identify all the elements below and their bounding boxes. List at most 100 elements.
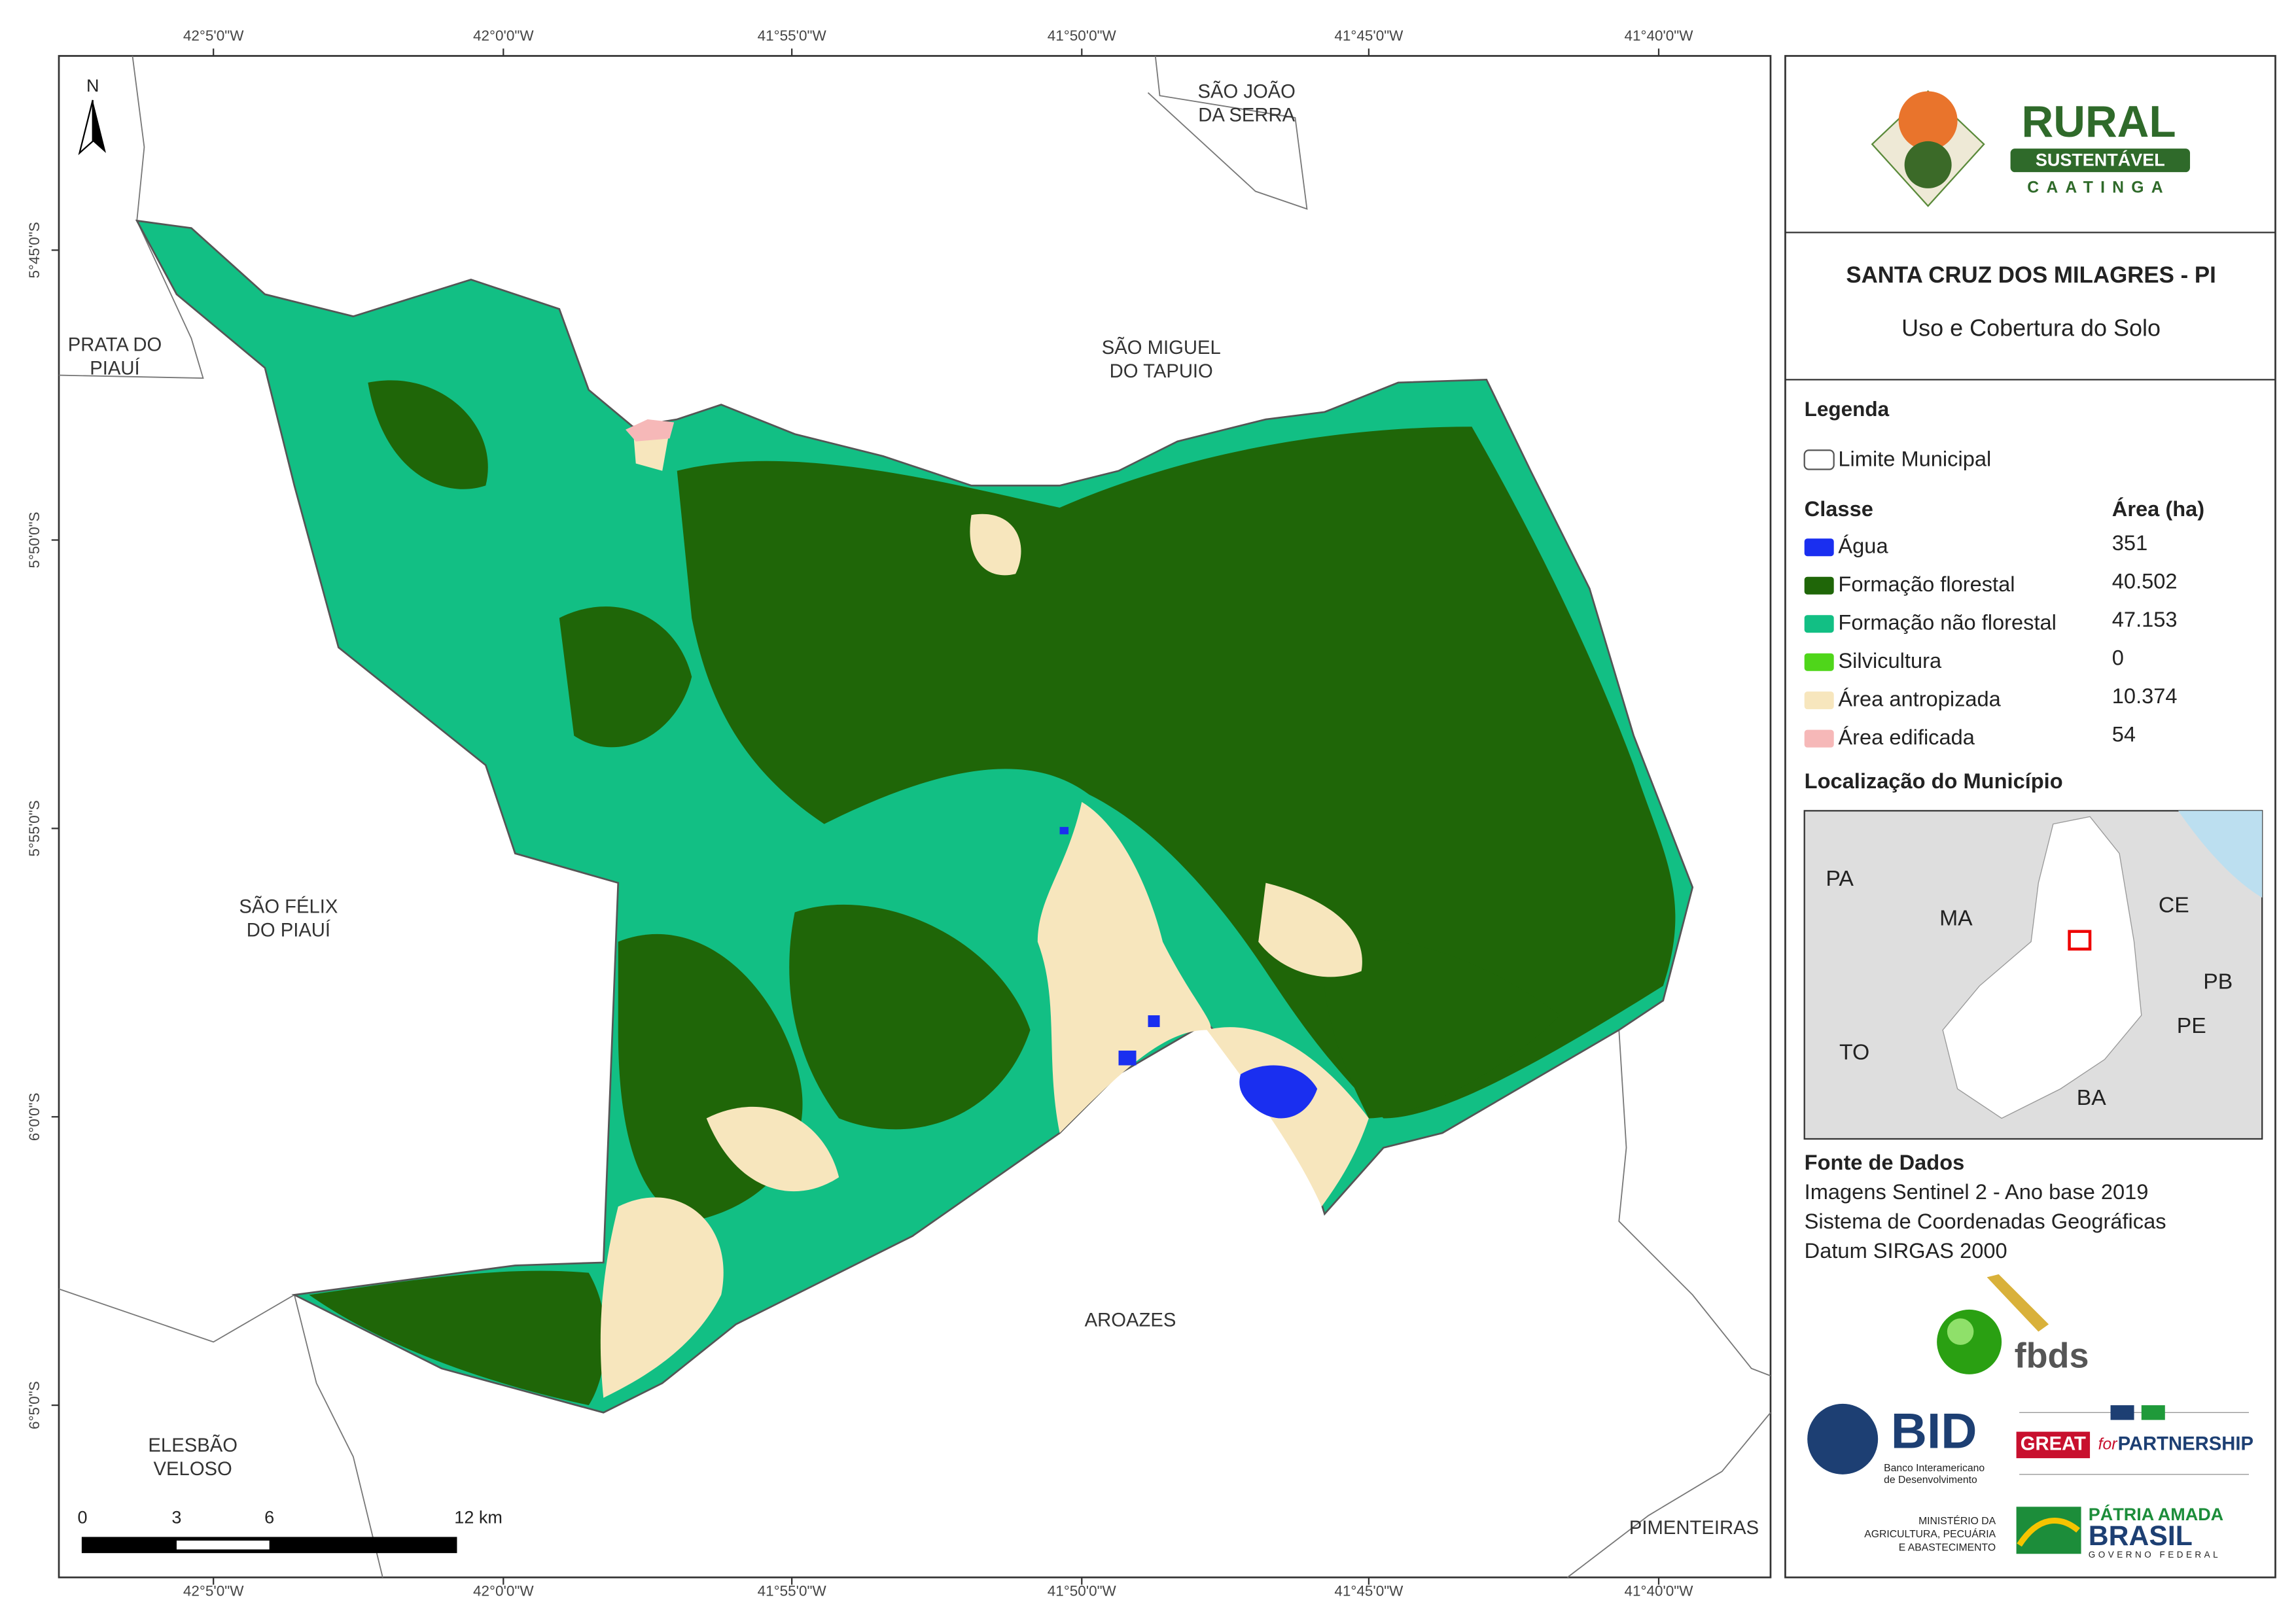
- source-line: Imagens Sentinel 2 - Ano base 2019: [1805, 1179, 2149, 1204]
- place-label: PRATA DO: [68, 334, 162, 355]
- legend-label: Área edificada: [1838, 725, 1975, 749]
- y-coord-label: 5°55'0"S: [26, 800, 43, 856]
- location-label: PA: [1826, 866, 1854, 891]
- legend-area: 54: [2112, 722, 2136, 746]
- graticule-labels: 42°5'0"W 42°5'0"W 42°0'0"W 42°0'0"W 41°55'0"…: [26, 27, 1693, 1599]
- bid-line: de Desenvolvimento: [1884, 1475, 1977, 1486]
- scale-label: 12 km: [454, 1507, 502, 1527]
- panel-subtitle: Uso e Cobertura do Solo: [1901, 314, 2161, 341]
- location-label: CE: [2159, 892, 2189, 917]
- north-arrow: N: [78, 76, 106, 156]
- scale-label: 0: [77, 1507, 87, 1527]
- municipality: [135, 219, 1694, 1414]
- legend-swatch: [1804, 653, 1834, 671]
- x-coord-label: 42°0'0"W: [473, 27, 534, 44]
- x-coord-label: 42°5'0"W: [183, 1583, 244, 1599]
- legend-area: 40.502: [2112, 568, 2178, 593]
- location-label: PE: [2177, 1013, 2206, 1038]
- forest-cover: [309, 380, 1676, 1406]
- north-label: N: [86, 76, 99, 96]
- rural-subtitle: SUSTENTÁVEL: [2036, 149, 2165, 169]
- location-title: Localização do Município: [1805, 769, 2063, 793]
- fbds-logo: fbds: [1937, 1274, 2089, 1375]
- ministry-line: E ABASTECIMENTO: [1899, 1542, 1996, 1553]
- source-line: Datum SIRGAS 2000: [1805, 1238, 2007, 1263]
- legend-area: 351: [2112, 531, 2147, 555]
- bid-text: BID: [1891, 1403, 1977, 1459]
- location-map: PA MA CE PB PE TO BA: [1803, 810, 2263, 1140]
- boundary-swatch: [1803, 449, 1835, 470]
- scale-label: 6: [264, 1507, 274, 1527]
- fbds-text: fbds: [2015, 1336, 2089, 1375]
- ministry-logo: MINISTÉRIO DA AGRICULTURA, PECUÁRIA E AB…: [1864, 1504, 2223, 1560]
- brasil-gov: GOVERNO FEDERAL: [2089, 1550, 2221, 1560]
- scale-label: 3: [171, 1507, 181, 1527]
- area-header: Área (ha): [2112, 497, 2204, 521]
- great-for: for: [2098, 1435, 2119, 1453]
- x-coord-label: 42°5'0"W: [183, 27, 244, 44]
- source-lines: Imagens Sentinel 2 - Ano base 2019 Sistem…: [1805, 1179, 2166, 1263]
- legend: Água 351 Formação florestal 40.502 Formação …: [1804, 531, 2178, 749]
- rural-title: RURAL: [2022, 97, 2176, 147]
- scale-bar: 0 3 6 12 km: [77, 1507, 503, 1554]
- built-up-cover: [625, 419, 675, 442]
- place-label: SÃO JOÃO: [1197, 80, 1295, 102]
- ministry-line: MINISTÉRIO DA: [1918, 1514, 1996, 1527]
- legend-area: 47.153: [2112, 607, 2178, 631]
- x-coord-label: 41°40'0"W: [1625, 1583, 1694, 1599]
- x-coord-label: 41°55'0"W: [758, 27, 827, 44]
- great-partnership: PARTNERSHIP: [2118, 1434, 2253, 1455]
- great-logo: GREAT for PARTNERSHIP: [2016, 1405, 2253, 1475]
- brasil-motto: PÁTRIA AMADA: [2089, 1504, 2223, 1524]
- legend-label: Água: [1838, 533, 1888, 557]
- water-cover: [1059, 827, 1318, 1119]
- x-coord-label: 41°55'0"W: [758, 1583, 827, 1599]
- bid-line: Banco Interamericano: [1884, 1463, 1985, 1474]
- place-label: DO TAPUIO: [1110, 361, 1213, 382]
- brasil-text: BRASIL: [2089, 1520, 2193, 1552]
- location-label: TO: [1839, 1039, 1869, 1064]
- legend-swatch: [1804, 538, 1834, 557]
- class-header: Classe: [1805, 497, 1873, 521]
- legend-label: Formação não florestal: [1838, 610, 2057, 634]
- place-label: DA SERRA: [1198, 105, 1295, 126]
- legend-label: Formação florestal: [1838, 572, 2015, 596]
- y-coord-label: 6°0'0"S: [26, 1092, 43, 1141]
- panel-title: SANTA CRUZ DOS MILAGRES - PI: [1846, 262, 2216, 288]
- neighbor-boundaries: [58, 56, 1771, 1578]
- x-coord-label: 41°50'0"W: [1048, 27, 1117, 44]
- legend-swatch: [1804, 576, 1834, 595]
- x-coord-label: 42°0'0"W: [473, 1583, 534, 1599]
- legend-swatch: [1804, 615, 1834, 633]
- location-label: MA: [1939, 906, 1973, 931]
- legend-label: Silvicultura: [1838, 648, 1942, 672]
- rural-logo: RURAL SUSTENTÁVEL CAATINGA: [1871, 90, 2191, 207]
- bid-logo: BID Banco Interamericano de Desenvolvime…: [1807, 1403, 1985, 1486]
- place-label: ELESBÃO: [148, 1434, 238, 1456]
- x-coord-label: 41°40'0"W: [1625, 27, 1694, 44]
- legend-title: Legenda: [1805, 397, 1890, 421]
- location-label: PB: [2203, 969, 2233, 994]
- boundary-label: Limite Municipal: [1838, 447, 1991, 471]
- place-label: PIMENTEIRAS: [1629, 1518, 1759, 1539]
- y-coord-label: 6°5'0"S: [26, 1381, 43, 1429]
- legend-swatch: [1804, 691, 1834, 710]
- rural-caatinga: CAATINGA: [2027, 179, 2170, 196]
- y-coord-label: 5°45'0"S: [26, 222, 43, 278]
- legend-label: Área antropizada: [1838, 686, 2001, 710]
- place-label: AROAZES: [1085, 1310, 1176, 1331]
- x-coord-label: 41°50'0"W: [1048, 1583, 1117, 1599]
- ministry-line: AGRICULTURA, PECUÁRIA: [1864, 1527, 1996, 1540]
- legend-swatch: [1804, 729, 1834, 748]
- place-label: VELOSO: [154, 1459, 232, 1480]
- source-line: Sistema de Coordenadas Geográficas: [1805, 1209, 2166, 1233]
- legend-area: 10.374: [2112, 684, 2178, 708]
- location-label: BA: [2077, 1085, 2106, 1110]
- place-label: PIAUÍ: [90, 357, 140, 379]
- place-label: SÃO MIGUEL: [1102, 336, 1221, 358]
- place-label: SÃO FÉLIX: [239, 896, 338, 918]
- y-coord-label: 5°50'0"S: [26, 512, 43, 568]
- legend-area: 0: [2112, 645, 2124, 669]
